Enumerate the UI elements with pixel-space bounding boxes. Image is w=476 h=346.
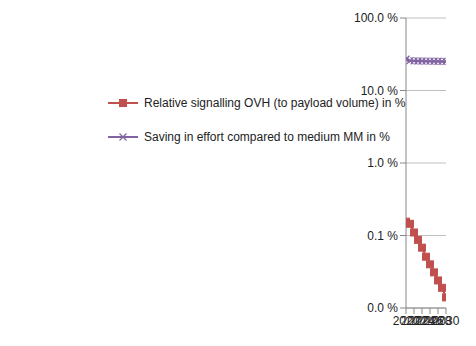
svg-text:2030: 2030	[433, 314, 460, 328]
html-text:Saving in effort compared to m: Saving in effort compared to medium MM i…	[144, 130, 390, 144]
svg-text:0.1 %: 0.1 %	[367, 229, 398, 243]
svg-text:0.0 %: 0.0 %	[367, 301, 398, 315]
html-text:Relative signalling OVH (to pa: Relative signalling OVH (to payload volu…	[144, 96, 406, 110]
svg-text:100.0 %: 100.0 %	[354, 11, 398, 25]
svg-text:10.0 %: 10.0 %	[361, 84, 399, 98]
svg-text:1.0 %: 1.0 %	[367, 156, 398, 170]
